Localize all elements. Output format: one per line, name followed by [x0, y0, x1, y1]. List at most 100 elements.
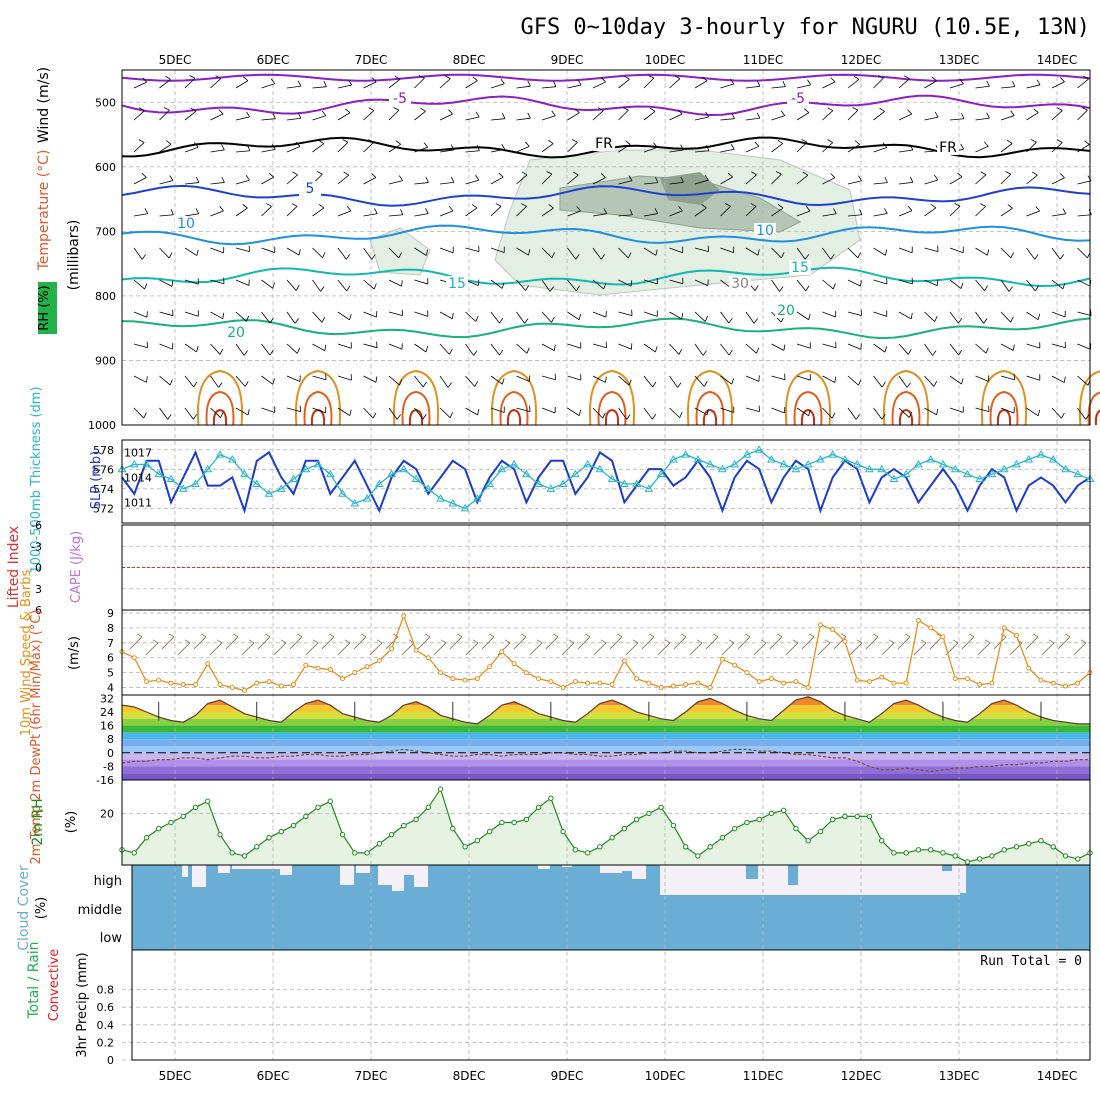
surface-wind-barb-flag: [360, 633, 367, 638]
contour-label: 15: [791, 260, 809, 276]
warm-contour: [490, 369, 538, 426]
rh-tick-label: 20: [100, 807, 114, 820]
wind-speed-marker: [928, 625, 934, 631]
rh-marker: [597, 844, 603, 850]
rh-marker: [780, 807, 787, 814]
wind-barb: [669, 210, 683, 217]
wind-barb-flag: [827, 107, 834, 111]
precip-total-label: Total / Rain: [26, 941, 42, 1019]
wind-barb-flag: [141, 173, 147, 178]
thickness-marker: [791, 464, 801, 473]
wind-barb: [669, 181, 684, 185]
wind-barb-flag: [960, 143, 965, 150]
wind10-unit-label: (m/s): [67, 636, 82, 670]
surface-wind-barb-flag: [856, 639, 863, 644]
wind-barb: [694, 375, 705, 387]
wind-barb-flag: [215, 75, 222, 79]
rh-marker: [290, 822, 297, 829]
wind-barb: [261, 279, 273, 289]
wind-barb-flag: [730, 143, 735, 150]
wind-barb: [745, 407, 760, 413]
wind-barb-flag: [553, 344, 556, 351]
temperature-band: [122, 732, 1090, 740]
wind-barb-flag: [420, 107, 426, 112]
wind10-axis-label: 10m Wind Speed & Barbs: [19, 570, 34, 737]
wind-barb: [745, 174, 757, 185]
wind-barb: [669, 78, 681, 89]
wind-barb-flag: [674, 75, 681, 79]
wind-barb: [184, 182, 199, 185]
rh-marker: [523, 816, 530, 823]
warm-contour: [212, 408, 228, 426]
wind-barb: [439, 113, 453, 121]
wind-barb: [541, 207, 554, 217]
wind-speed-marker: [499, 649, 505, 655]
wind-barb: [490, 118, 505, 121]
wind-speed-marker: [952, 676, 958, 682]
wind-barb-flag: [830, 254, 835, 260]
wind-barb-flag: [731, 378, 734, 385]
wind-barb: [261, 206, 272, 217]
thickness-marker: [901, 469, 911, 478]
wind-barb-flag: [294, 318, 299, 324]
wind-barb-flag: [450, 176, 455, 183]
wind-barb: [847, 144, 861, 153]
rh-marker: [940, 850, 946, 856]
wind-speed-marker: [854, 677, 860, 683]
wind-barb-flag: [959, 78, 964, 85]
wind-barb-flag: [803, 108, 810, 113]
thickness-marker: [472, 494, 482, 502]
precip-tick-label: 0.6: [97, 1001, 115, 1014]
lifted-index-axis-label: Lifted Index: [6, 526, 22, 608]
rh-marker: [303, 813, 309, 820]
wind-barb: [363, 375, 377, 383]
thickness-marker: [546, 484, 556, 492]
data-layer: [117, 73, 1100, 865]
wind-barb-flag: [425, 176, 429, 183]
wind-barb: [745, 247, 759, 256]
cloud-gap: [872, 865, 886, 871]
thickness-marker: [374, 479, 384, 487]
thickness-marker: [325, 469, 335, 478]
wind-speed-marker: [364, 664, 370, 670]
precip-tick-label: 0.2: [97, 1036, 115, 1049]
wind-barb-flag: [804, 254, 810, 260]
surface-wind-barb-flag: [888, 639, 895, 644]
surface-wind-barb-flag: [1064, 633, 1071, 638]
wind-barb: [847, 109, 859, 121]
wind-barb-flag: [574, 108, 580, 113]
rh-marker: [621, 825, 628, 832]
surface-wind-barb-flag: [552, 633, 559, 638]
contour-label-bg: [775, 303, 797, 318]
thickness-marker: [558, 479, 568, 487]
wind-barb: [133, 343, 148, 349]
wind-barb: [771, 375, 786, 381]
wind-speed-marker: [634, 676, 640, 682]
wind-barb-flag: [830, 77, 836, 83]
wind-barb-flag: [368, 107, 375, 111]
wind-barb-flag: [475, 111, 480, 118]
surface-wind-barb-flag: [184, 639, 191, 644]
surface-wind-barb-flag: [648, 633, 655, 638]
wind-speed-marker: [1013, 632, 1019, 638]
wind-barb-flag: [1081, 107, 1088, 111]
bottom-date-label: 6DEC: [257, 1069, 290, 1083]
rh-marker: [928, 847, 934, 853]
surface-wind-barb-flag: [168, 633, 175, 638]
slp-axis-label: SLP (mb): [89, 451, 104, 510]
rh-marker: [241, 853, 248, 859]
wind-barb: [210, 210, 224, 217]
thickness-axis-label: 1000-500mb Thickness (dm): [29, 386, 44, 573]
thickness-marker: [264, 489, 274, 497]
wind-barb: [337, 247, 347, 260]
thickness-marker: [509, 459, 519, 468]
wind-speed-marker: [1026, 665, 1032, 671]
wind-barb-flag: [649, 107, 656, 112]
rh-marker: [315, 804, 321, 811]
wind-barb: [720, 343, 730, 356]
wind-barb-flag: [807, 79, 811, 86]
surface-wind-barb-flag: [792, 639, 799, 644]
wind-speed-marker: [964, 676, 970, 682]
wind-barb: [873, 213, 888, 217]
warm-contour: [989, 390, 1019, 426]
